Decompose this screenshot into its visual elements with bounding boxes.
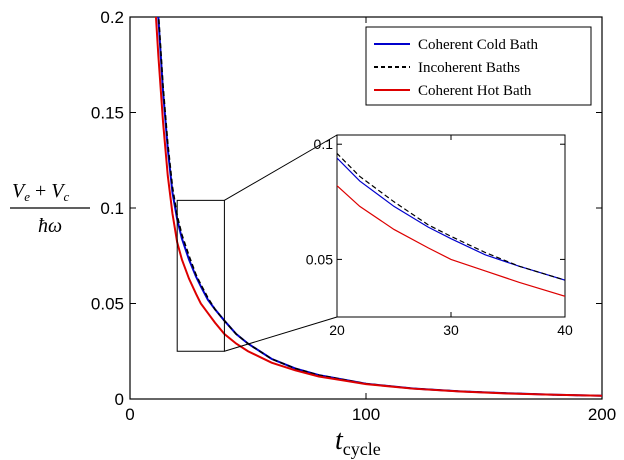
y-tick-label: 0.05	[91, 295, 124, 314]
x-axis-label: tcycle	[335, 425, 381, 459]
inset-y-tick-label: 0.05	[306, 251, 333, 267]
zoom-connector-bottom	[224, 316, 338, 352]
x-tick-label: 100	[352, 405, 380, 424]
zoom-connector-top	[224, 134, 338, 201]
y-axis-label-numerator: Ve + Vc	[12, 180, 70, 204]
inset-x-tick-label: 20	[329, 322, 345, 338]
inset-x-tick-label: 30	[443, 322, 459, 338]
inset-ticks: 20 30 40 0.05 0.1	[306, 135, 573, 338]
legend-label: Coherent Cold Bath	[418, 37, 538, 53]
y-tick-label: 0.15	[91, 104, 124, 123]
x-tick-label: 200	[588, 405, 616, 424]
inset-x-tick-label: 40	[557, 322, 573, 338]
inset-axes-frame	[336, 134, 566, 318]
y-tick-label: 0.1	[100, 199, 124, 218]
y-axis-label-denominator: ħω	[38, 215, 62, 237]
y-axis-label: Ve + Vc ħω	[10, 180, 90, 237]
inset-series-group	[337, 152, 565, 297]
legend: Coherent Cold Bath Incoherent Baths Cohere…	[365, 26, 592, 106]
y-tick-label: 0.2	[100, 8, 124, 27]
series-line-coherent-hot-bath	[154, 17, 602, 397]
legend-label: Coherent Hot Bath	[418, 83, 532, 99]
legend-label: Incoherent Baths	[418, 60, 520, 76]
main-ticks: 0 100 200 0 0.05 0.1 0.15 0.2	[91, 8, 616, 424]
x-tick-label: 0	[125, 405, 134, 424]
zoom-box	[176, 199, 225, 352]
y-tick-label: 0	[115, 390, 124, 409]
inset-y-tick-label: 0.1	[314, 136, 334, 152]
inset-series-line-coherent-hot-bath	[337, 184, 565, 297]
